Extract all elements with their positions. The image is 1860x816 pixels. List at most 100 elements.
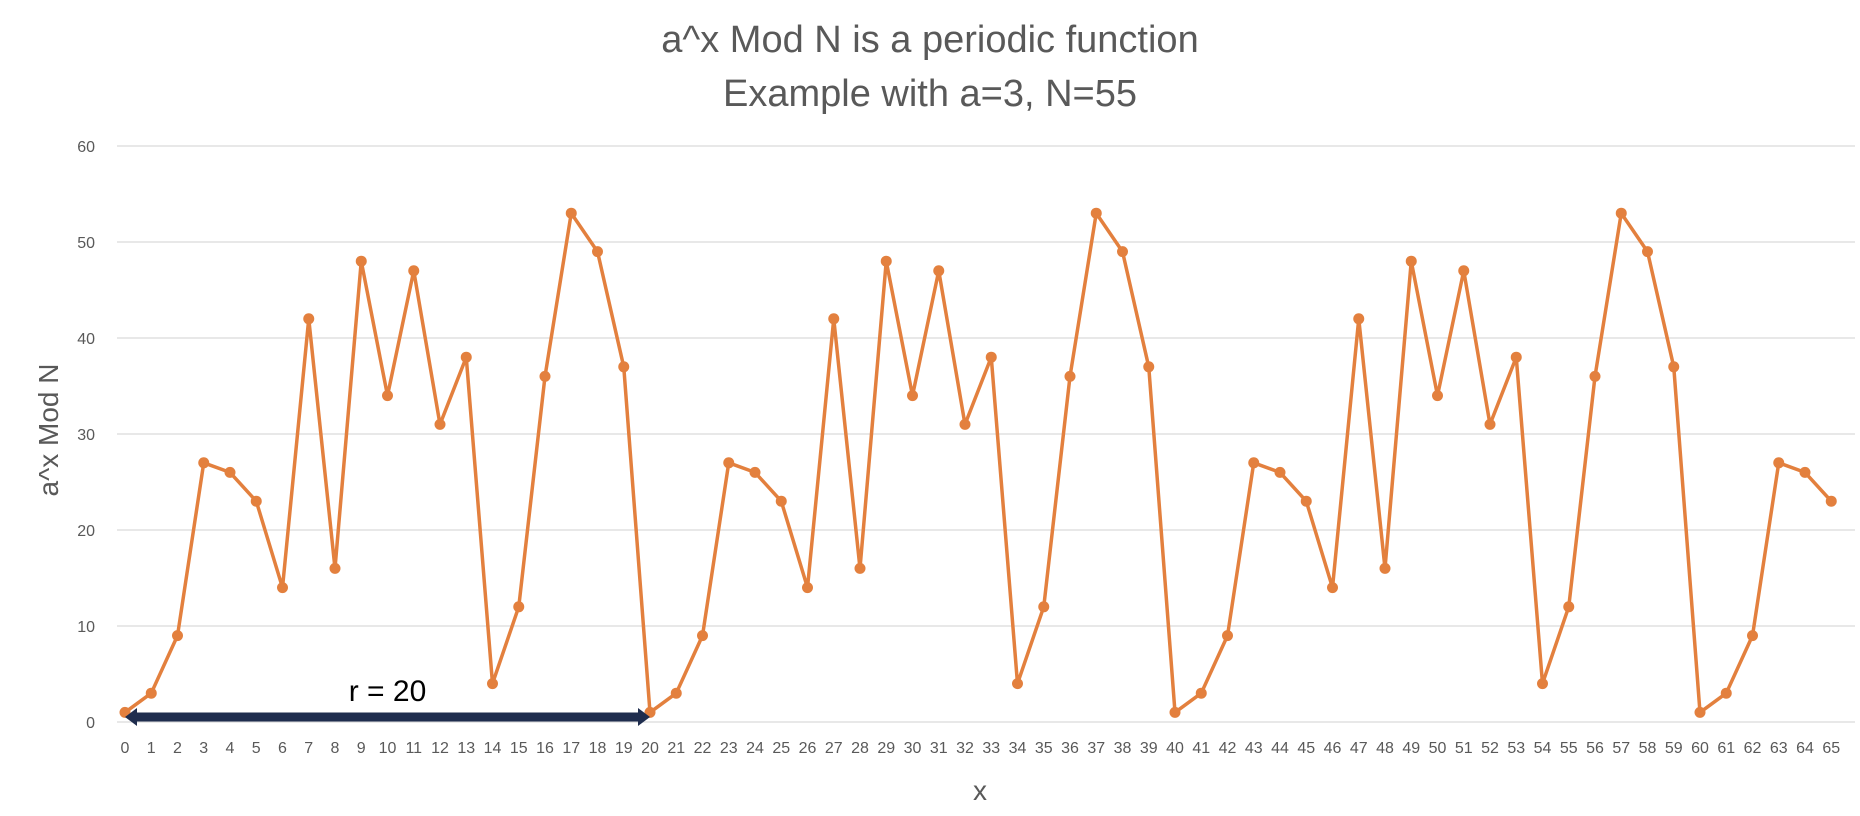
chart-title: a^x Mod N is a periodic function <box>661 19 1198 61</box>
x-tick-label: 59 <box>1665 740 1683 757</box>
data-point <box>172 630 183 642</box>
x-axis-label: x <box>973 775 987 806</box>
x-tick-label: 40 <box>1166 740 1184 757</box>
x-tick-label: 16 <box>536 740 554 757</box>
x-tick-label: 14 <box>484 740 502 757</box>
x-tick-label: 29 <box>877 740 895 757</box>
data-point <box>1038 601 1050 613</box>
x-tick-labels: 0 1 2 3 4 5 6 7 8 9 10 11 12 13 14 15 16 17 18 19 20 21 22 23 24… <box>121 740 1841 757</box>
data-point <box>880 255 892 267</box>
period-label: r = 20 <box>349 675 427 708</box>
data-point <box>1825 495 1837 507</box>
data-point <box>618 361 630 373</box>
data-point <box>1615 207 1627 219</box>
data-point <box>487 678 498 690</box>
data-point <box>277 582 288 594</box>
data-point <box>1668 361 1680 373</box>
x-tick-label: 45 <box>1297 740 1315 757</box>
y-tick-label: 50 <box>77 235 95 252</box>
y-tick-label: 60 <box>77 139 95 156</box>
y-tick-labels: 0 10 20 30 40 50 60 <box>77 139 95 732</box>
data-point <box>1747 630 1758 642</box>
data-point <box>460 351 472 363</box>
x-tick-label: 13 <box>457 740 475 757</box>
x-tick-label: 65 <box>1822 740 1840 757</box>
x-tick-label: 52 <box>1481 740 1499 757</box>
x-tick-label: 19 <box>615 740 633 757</box>
period-arrow-head-right <box>638 708 650 726</box>
data-point <box>1379 562 1391 574</box>
data-point <box>749 466 761 478</box>
data-point <box>1537 678 1548 690</box>
x-tick-label: 36 <box>1061 740 1079 757</box>
x-tick-label: 63 <box>1770 740 1788 757</box>
data-point <box>697 630 708 642</box>
data-point <box>1300 495 1312 507</box>
data-point <box>959 418 971 430</box>
x-tick-label: 9 <box>357 740 366 757</box>
x-tick-label: 38 <box>1114 740 1132 757</box>
data-point <box>854 562 866 574</box>
data-point <box>513 601 525 613</box>
data-point <box>303 313 315 325</box>
x-tick-label: 33 <box>982 740 1000 757</box>
data-point <box>1222 630 1233 642</box>
data-point <box>985 351 997 363</box>
data-point <box>1353 313 1365 325</box>
x-tick-label: 2 <box>173 740 182 757</box>
x-tick-label: 60 <box>1691 740 1709 757</box>
x-tick-label: 23 <box>720 740 738 757</box>
x-tick-label: 32 <box>956 740 974 757</box>
data-point <box>1064 370 1076 382</box>
y-tick-label: 20 <box>77 523 95 540</box>
x-tick-label: 62 <box>1744 740 1762 757</box>
x-tick-label: 41 <box>1192 740 1210 757</box>
x-tick-label: 24 <box>746 740 764 757</box>
x-tick-label: 28 <box>851 740 869 757</box>
x-tick-label: 31 <box>930 740 948 757</box>
x-tick-label: 57 <box>1612 740 1630 757</box>
x-tick-label: 10 <box>379 740 397 757</box>
x-tick-label: 35 <box>1035 740 1053 757</box>
x-tick-label: 15 <box>510 740 528 757</box>
data-point <box>723 457 735 469</box>
data-point <box>1090 207 1102 219</box>
x-tick-label: 3 <box>199 740 208 757</box>
data-point <box>1694 706 1706 718</box>
x-tick-label: 50 <box>1429 740 1447 757</box>
y-axis-label: a^x Mod N <box>33 364 64 497</box>
x-tick-label: 20 <box>641 740 659 757</box>
data-point <box>1589 370 1601 382</box>
y-tick-label: 0 <box>86 715 95 732</box>
chart-subtitle: Example with a=3, N=55 <box>723 73 1137 115</box>
x-tick-label: 30 <box>904 740 922 757</box>
data-point <box>145 687 157 699</box>
x-tick-label: 55 <box>1560 740 1578 757</box>
x-tick-label: 6 <box>278 740 287 757</box>
data-point <box>828 313 840 325</box>
x-tick-label: 54 <box>1534 740 1552 757</box>
x-tick-label: 18 <box>589 740 607 757</box>
x-tick-label: 46 <box>1324 740 1342 757</box>
data-point <box>907 390 918 402</box>
data-point <box>382 390 393 402</box>
x-tick-label: 27 <box>825 740 843 757</box>
data-point <box>1012 678 1023 690</box>
x-tick-label: 21 <box>667 740 685 757</box>
data-point <box>1458 265 1470 277</box>
x-tick-label: 34 <box>1009 740 1027 757</box>
gridlines <box>117 145 1855 723</box>
data-point <box>933 265 945 277</box>
x-tick-label: 39 <box>1140 740 1158 757</box>
data-point <box>250 495 262 507</box>
x-tick-label: 8 <box>331 740 340 757</box>
data-point <box>802 582 813 594</box>
data-point <box>1563 601 1575 613</box>
x-tick-label: 5 <box>252 740 261 757</box>
x-tick-label: 22 <box>694 740 712 757</box>
x-tick-label: 17 <box>562 740 580 757</box>
data-point <box>1484 418 1496 430</box>
x-tick-label: 7 <box>304 740 313 757</box>
data-point <box>1773 457 1785 469</box>
